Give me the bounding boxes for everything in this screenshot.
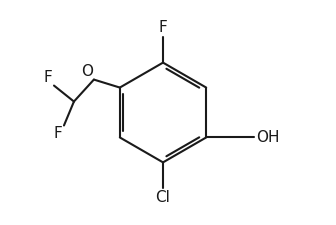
Text: Cl: Cl — [156, 190, 170, 205]
Text: F: F — [159, 20, 167, 35]
Text: F: F — [43, 70, 52, 85]
Text: O: O — [81, 64, 93, 79]
Text: OH: OH — [256, 130, 280, 145]
Text: F: F — [53, 126, 62, 142]
